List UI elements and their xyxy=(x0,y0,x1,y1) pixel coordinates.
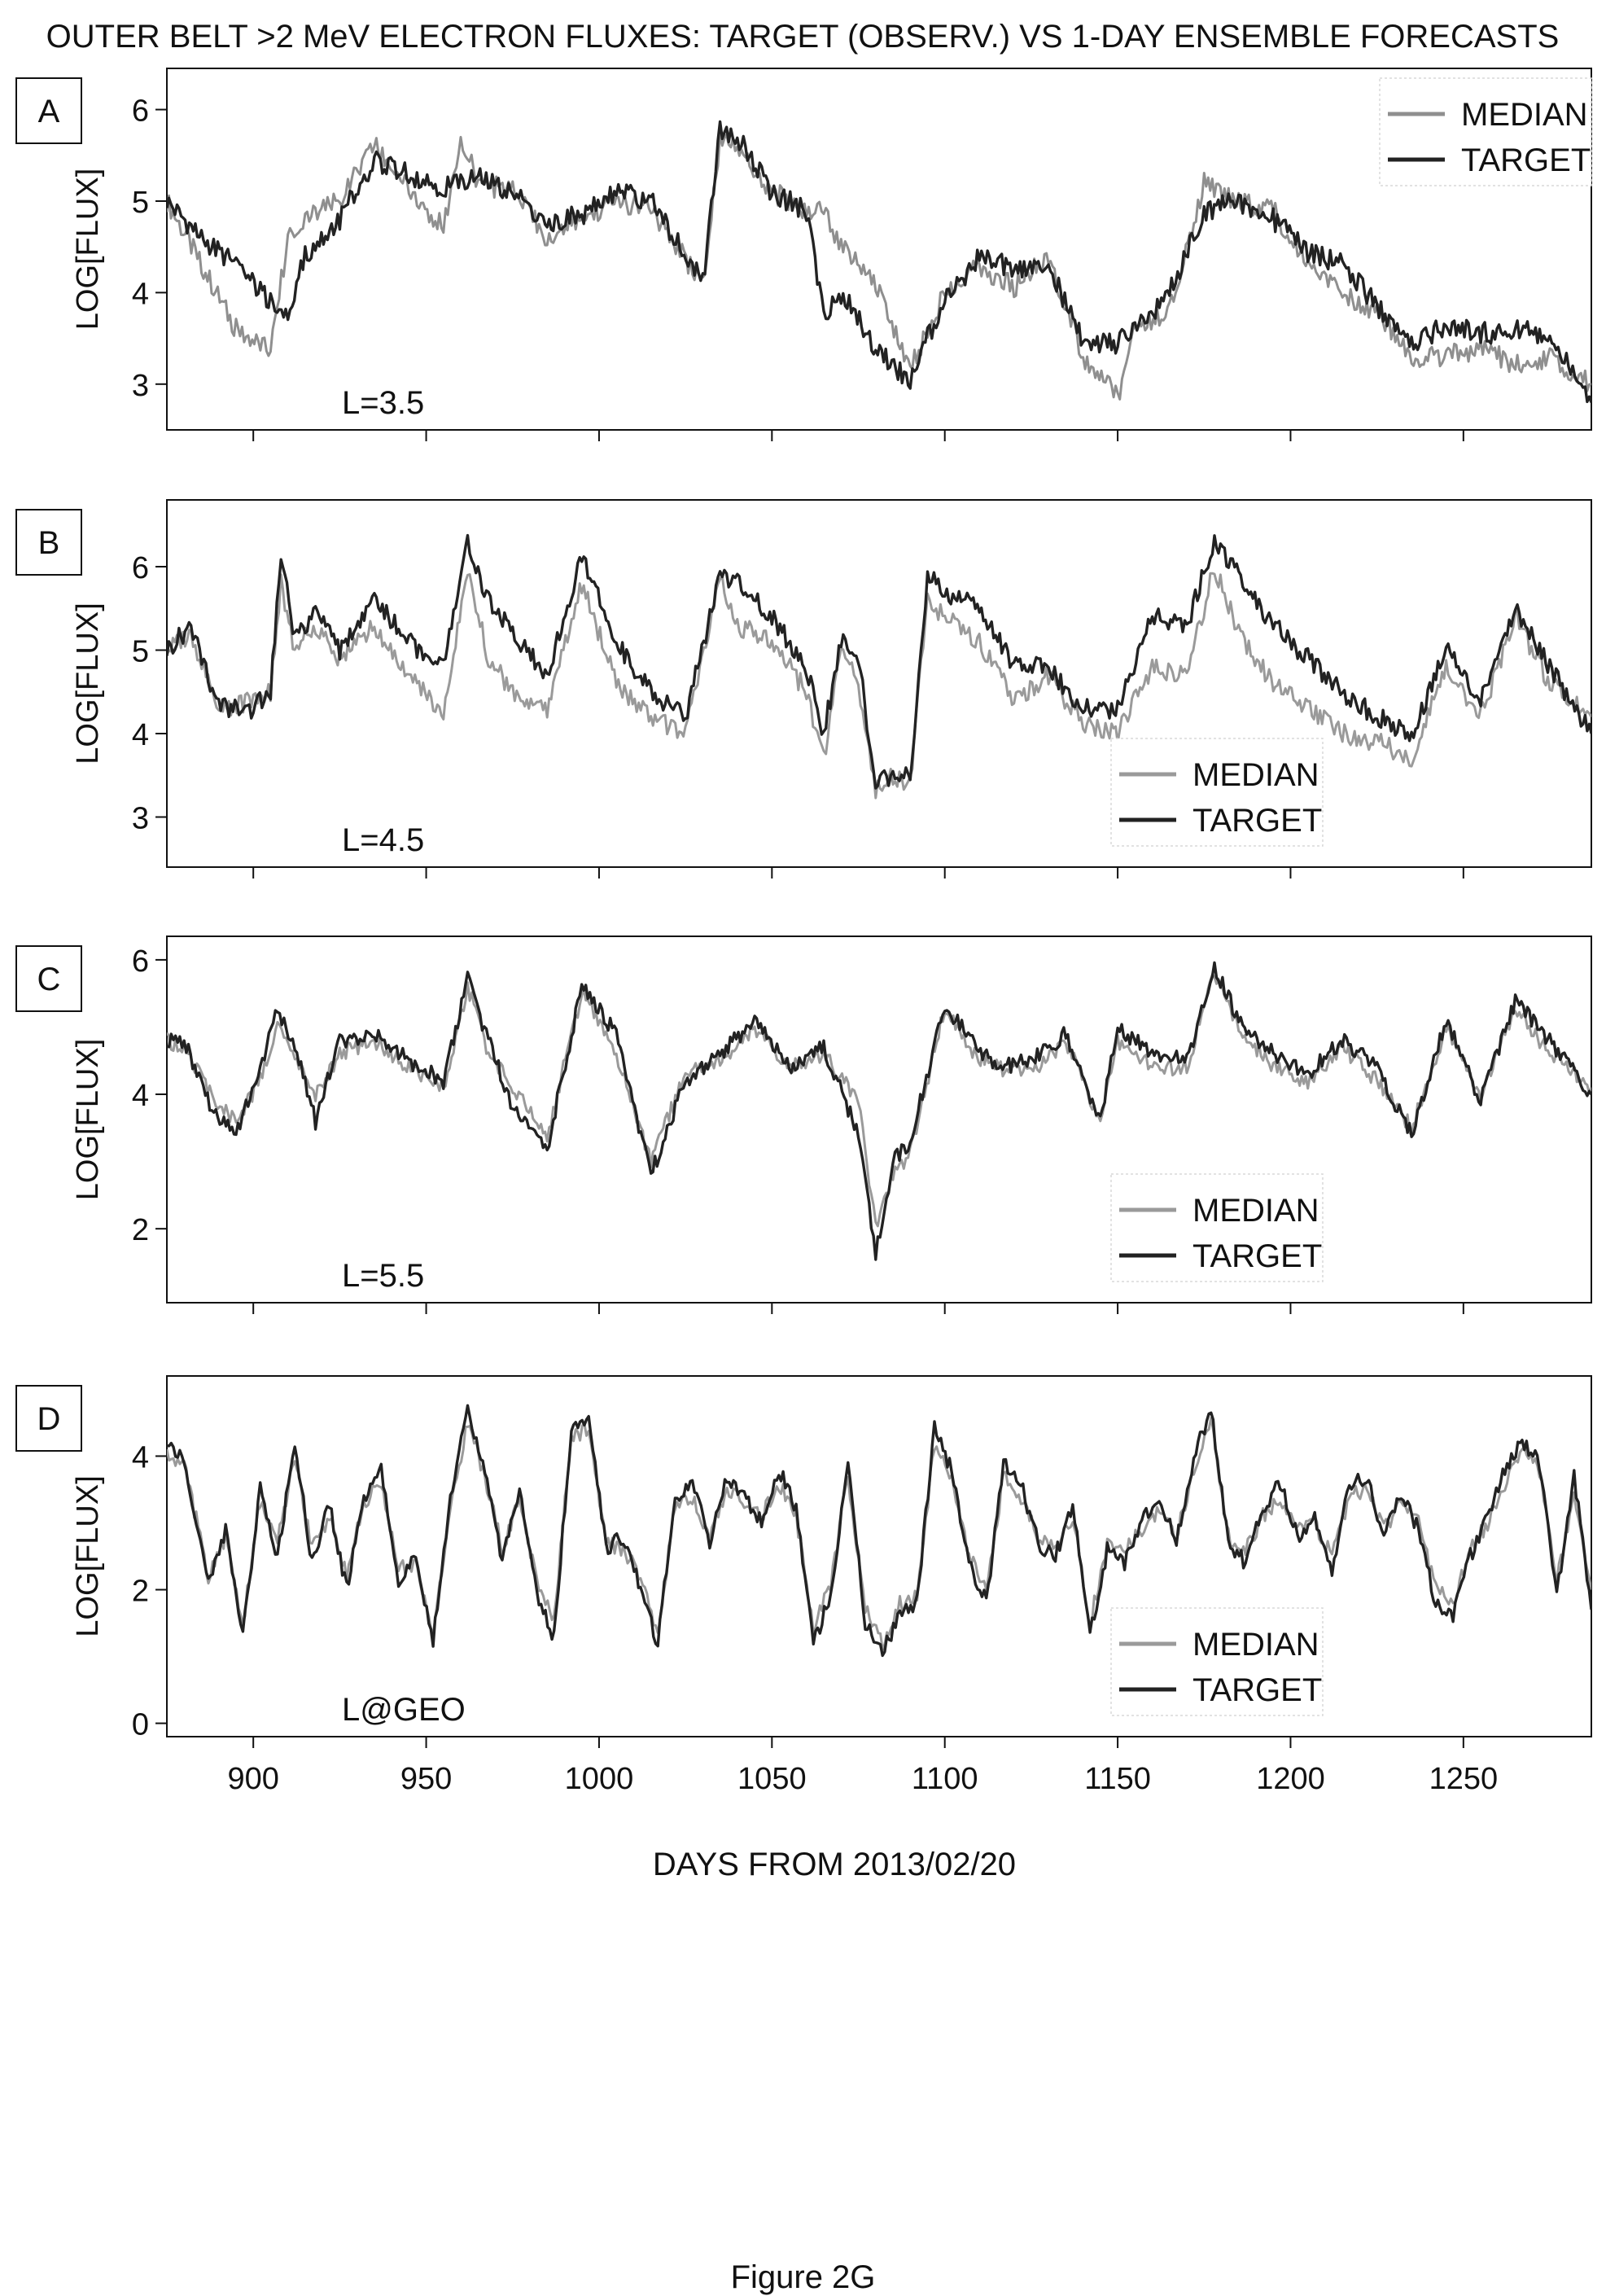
figure-caption: Figure 2G xyxy=(730,2259,876,2295)
x-tick-label: 1250 xyxy=(1429,1762,1499,1796)
figure-title: OUTER BELT >2 MeV ELECTRON FLUXES: TARGE… xyxy=(46,19,1560,55)
y-tick-label: 0 xyxy=(132,1708,149,1742)
legend-label-target: TARGET xyxy=(1192,803,1322,839)
panel-annotation: L=5.5 xyxy=(342,1258,424,1294)
y-tick-label: 6 xyxy=(132,94,149,129)
legend-frame xyxy=(1110,1173,1324,1282)
panel-letter-frame xyxy=(15,509,82,576)
y-tick-label: 4 xyxy=(132,277,149,311)
panel-annotation: L=3.5 xyxy=(342,385,424,421)
series-line-median xyxy=(167,1417,1591,1651)
y-tick-label: 2 xyxy=(132,1575,149,1609)
legend-label-target: TARGET xyxy=(1461,142,1591,178)
panel-letter-frame xyxy=(15,945,82,1012)
x-tick-label: 1050 xyxy=(737,1762,807,1796)
panel-letter-box-c: C xyxy=(15,945,82,1012)
y-tick-label: 4 xyxy=(132,1079,149,1113)
plot-frame-d xyxy=(166,1375,1592,1737)
x-tick-label: 950 xyxy=(400,1762,452,1796)
panel-letter-frame xyxy=(15,1385,82,1452)
legend-b: MEDIAN TARGET xyxy=(1110,738,1324,847)
y-tick-label: 2 xyxy=(132,1213,149,1247)
panel-letter: B xyxy=(38,525,60,561)
y-tick-label: 6 xyxy=(132,551,149,585)
legend-d: MEDIAN TARGET xyxy=(1110,1607,1324,1716)
panel-letter-box-d: D xyxy=(15,1385,82,1452)
y-tick-label: 5 xyxy=(132,635,149,669)
panel-b: B LOG[FLUX] 3 4 5 6 L=4.5 MEDIAN TARGET xyxy=(15,499,1592,879)
legend-label-median: MEDIAN xyxy=(1192,1627,1319,1663)
panels-group: A LOG[FLUX] 3 4 5 6 L=3.5 MEDIAN TARGET B LOG[FLUX… xyxy=(15,68,1592,1796)
panel-letter: A xyxy=(38,94,60,129)
panel-letter-box-b: B xyxy=(15,509,82,576)
legend-label-target: TARGET xyxy=(1192,1238,1322,1274)
y-axis-label: LOG[FLUX] xyxy=(71,1039,105,1201)
legend-frame xyxy=(1110,1607,1324,1716)
y-tick-label: 6 xyxy=(132,944,149,979)
x-tick-label: 1150 xyxy=(1084,1762,1151,1796)
y-tick-label: 3 xyxy=(132,802,149,836)
y-axis-label: LOG[FLUX] xyxy=(71,169,105,331)
panel-c: C LOG[FLUX] 2 4 6 L=5.5 MEDIAN TARGET xyxy=(15,935,1592,1314)
x-tick-label: 1100 xyxy=(912,1762,978,1796)
x-tick-label: 900 xyxy=(227,1762,278,1796)
series-line-target xyxy=(167,961,1591,1261)
series-line-median xyxy=(167,973,1591,1228)
panel-letter-frame xyxy=(15,77,82,144)
panel-d: D LOG[FLUX] 0 2 4 900 950 1000 1050 1100 1150 1200 1… xyxy=(15,1375,1592,1796)
y-axis-label: LOG[FLUX] xyxy=(71,1475,105,1637)
plot-frame-a xyxy=(166,68,1592,431)
y-tick-label: 5 xyxy=(132,186,149,220)
plot-frame-c xyxy=(166,935,1592,1304)
panel-letter-box-a: A xyxy=(15,77,82,144)
legend-c: MEDIAN TARGET xyxy=(1110,1173,1324,1282)
series-line-median xyxy=(167,131,1591,401)
y-tick-label: 3 xyxy=(132,369,149,403)
x-tick-label: 1200 xyxy=(1256,1762,1325,1796)
series-line-target xyxy=(167,533,1591,790)
panel-letter: C xyxy=(37,962,61,997)
panel-annotation: L@GEO xyxy=(342,1692,466,1728)
y-axis-label: LOG[FLUX] xyxy=(71,602,105,765)
y-tick-label: 4 xyxy=(132,718,149,752)
y-tick-label: 4 xyxy=(132,1440,149,1474)
legend-frame xyxy=(1379,77,1592,186)
series-line-target xyxy=(167,120,1591,404)
panel-letter: D xyxy=(37,1401,61,1437)
legend-label-median: MEDIAN xyxy=(1461,97,1588,133)
legend-label-target: TARGET xyxy=(1192,1672,1322,1708)
series-line-target xyxy=(167,1404,1591,1658)
panel-a: A LOG[FLUX] 3 4 5 6 L=3.5 MEDIAN TARGET xyxy=(15,68,1592,441)
panel-annotation: L=4.5 xyxy=(342,822,424,858)
legend-frame xyxy=(1110,738,1324,847)
plot-frame-b xyxy=(166,499,1592,868)
x-axis-label: DAYS FROM 2013/02/20 xyxy=(653,1847,1016,1882)
legend-label-median: MEDIAN xyxy=(1192,757,1319,793)
series-line-median xyxy=(167,572,1591,800)
legend-a: MEDIAN TARGET xyxy=(1379,77,1592,186)
x-tick-label: 1000 xyxy=(565,1762,634,1796)
legend-label-median: MEDIAN xyxy=(1192,1193,1319,1229)
